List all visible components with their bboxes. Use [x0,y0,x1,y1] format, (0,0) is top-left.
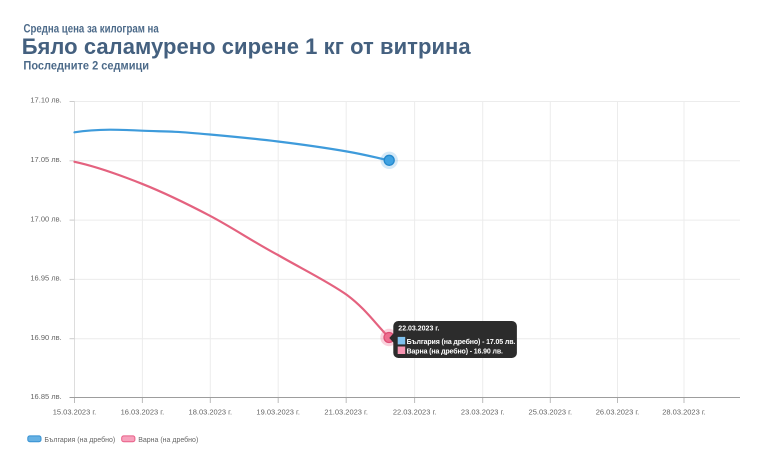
svg-text:26.03.2023 г.: 26.03.2023 г. [596,408,640,417]
svg-text:Средна цена за килограм на: Средна цена за килограм на [24,22,160,35]
svg-text:17.10 лв.: 17.10 лв. [30,96,61,105]
svg-text:Варна (на дребно): Варна (на дребно) [138,436,198,444]
svg-text:Последните 2 седмици: Последните 2 седмици [23,60,149,72]
svg-text:18.03.2023 г.: 18.03.2023 г. [189,408,233,417]
svg-text:България (на дребно): България (на дребно) [44,436,115,444]
svg-text:България (на дребно) - 17.05 л: България (на дребно) - 17.05 лв. [407,338,516,346]
svg-text:28.03.2023 г.: 28.03.2023 г. [662,408,706,417]
svg-text:16.85 лв.: 16.85 лв. [30,392,61,401]
svg-text:21.03.2023 г.: 21.03.2023 г. [324,408,368,417]
svg-text:25.03.2023 г.: 25.03.2023 г. [529,408,573,417]
svg-text:22.03.2023 г.: 22.03.2023 г. [398,326,439,333]
svg-text:Варна (на дребно) - 16.90 лв.: Варна (на дребно) - 16.90 лв. [407,348,503,356]
svg-text:16.03.2023 г.: 16.03.2023 г. [121,408,165,417]
svg-text:15.03.2023 г.: 15.03.2023 г. [53,408,97,417]
svg-text:19.03.2023 г.: 19.03.2023 г. [256,408,300,417]
svg-text:Бяло саламурено сирене 1 кг от: Бяло саламурено сирене 1 кг от витрина [22,34,472,59]
svg-text:17.00 лв.: 17.00 лв. [30,214,61,223]
svg-text:16.90 лв.: 16.90 лв. [30,333,61,342]
svg-text:22.03.2023 г.: 22.03.2023 г. [393,408,437,417]
svg-text:23.03.2023 г.: 23.03.2023 г. [461,408,505,417]
svg-text:16.95 лв.: 16.95 лв. [30,274,61,283]
svg-text:17.05 лв.: 17.05 лв. [30,155,61,164]
